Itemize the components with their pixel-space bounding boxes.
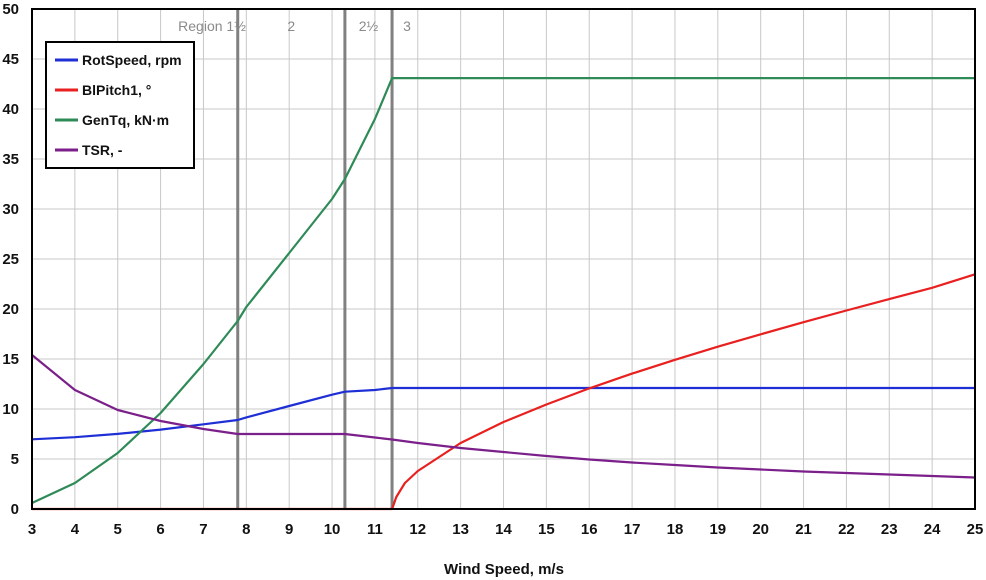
legend-label-4: TSR, - <box>82 142 123 158</box>
x-tick-label-25: 25 <box>967 521 984 538</box>
legend-box <box>45 41 195 169</box>
x-tick-label-9: 9 <box>285 521 293 538</box>
series-line-1 <box>31 386 975 441</box>
x-tick-label-11: 11 <box>367 521 383 538</box>
y-tick-label-50: 50 <box>2 1 19 18</box>
region-label-4: 3 <box>403 18 411 34</box>
region-label-2: 2 <box>287 18 295 34</box>
y-tick-label-0: 0 <box>11 501 19 518</box>
x-tick-label-7: 7 <box>199 521 207 538</box>
x-tick-label-12: 12 <box>409 521 426 538</box>
series-line-4 <box>31 354 976 479</box>
plot-frame <box>31 8 976 510</box>
x-tick-label-14: 14 <box>495 521 512 538</box>
y-tick-label-15: 15 <box>2 351 19 368</box>
series-line-3 <box>31 77 975 504</box>
x-tick-label-4: 4 <box>71 521 80 538</box>
y-tick-label-45: 45 <box>2 51 19 68</box>
grid-lines <box>32 9 975 509</box>
series-lines <box>31 77 976 511</box>
x-tick-label-20: 20 <box>752 521 769 538</box>
x-tick-label-19: 19 <box>709 521 726 538</box>
x-tick-label-23: 23 <box>881 521 898 538</box>
legend: RotSpeed, rpm BlPitch1, ° GenTq, kN·m TSR, … <box>45 41 195 169</box>
x-tick-label-24: 24 <box>924 521 941 538</box>
x-tick-label-21: 21 <box>795 521 812 538</box>
region-boundaries: Region 1½ 2 2½ 3 <box>178 9 411 509</box>
axes: 3 4 5 6 7 8 9 10 11 12 13 14 15 16 17 18 19 20 21 22 23 24 250… <box>2 1 983 538</box>
x-tick-label-16: 16 <box>581 521 598 538</box>
legend-label-2: BlPitch1, ° <box>82 82 151 98</box>
x-tick-label-5: 5 <box>114 521 122 538</box>
y-tick-label-40: 40 <box>2 101 19 118</box>
y-tick-label-20: 20 <box>2 301 19 318</box>
x-tick-label-13: 13 <box>452 521 469 538</box>
y-tick-label-10: 10 <box>2 401 19 418</box>
x-axis-title: Wind Speed, m/s <box>444 561 564 578</box>
y-tick-label-5: 5 <box>11 451 19 468</box>
y-tick-label-25: 25 <box>2 251 19 268</box>
x-tick-label-17: 17 <box>624 521 641 538</box>
x-tick-label-3: 3 <box>28 521 36 538</box>
x-tick-label-15: 15 <box>538 521 555 538</box>
x-tick-label-22: 22 <box>838 521 855 538</box>
region-label-3: 2½ <box>359 18 379 34</box>
x-tick-label-18: 18 <box>667 521 684 538</box>
region-label-1: Region 1½ <box>178 18 246 34</box>
x-tick-label-10: 10 <box>324 521 341 538</box>
y-tick-label-30: 30 <box>2 201 19 218</box>
x-tick-label-6: 6 <box>156 521 164 538</box>
x-tick-label-8: 8 <box>242 521 250 538</box>
legend-label-3: GenTq, kN·m <box>82 112 169 128</box>
y-tick-label-35: 35 <box>2 151 19 168</box>
legend-label-1: RotSpeed, rpm <box>82 52 182 68</box>
